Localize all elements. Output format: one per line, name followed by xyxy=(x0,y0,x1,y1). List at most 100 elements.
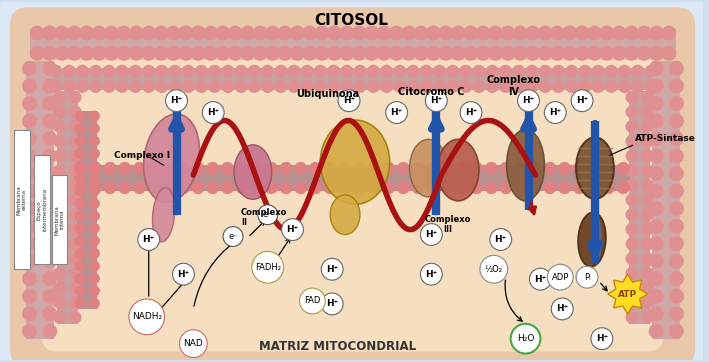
Circle shape xyxy=(195,80,208,93)
Circle shape xyxy=(53,223,66,236)
Circle shape xyxy=(426,162,439,175)
Circle shape xyxy=(644,80,657,93)
Circle shape xyxy=(499,65,512,77)
Circle shape xyxy=(433,65,446,77)
Bar xyxy=(14,130,30,269)
Circle shape xyxy=(216,46,230,61)
Circle shape xyxy=(552,80,565,93)
Circle shape xyxy=(669,289,684,304)
Circle shape xyxy=(277,46,292,61)
Circle shape xyxy=(661,26,676,41)
Circle shape xyxy=(166,90,187,111)
Circle shape xyxy=(562,26,577,41)
Circle shape xyxy=(74,286,86,296)
Circle shape xyxy=(235,162,249,175)
Circle shape xyxy=(441,181,454,194)
Circle shape xyxy=(382,162,395,175)
Circle shape xyxy=(367,80,380,93)
Circle shape xyxy=(235,65,247,77)
Circle shape xyxy=(321,258,343,280)
Circle shape xyxy=(649,96,664,111)
Circle shape xyxy=(228,26,242,41)
Circle shape xyxy=(599,46,614,61)
Circle shape xyxy=(203,46,218,61)
Circle shape xyxy=(513,80,525,93)
Circle shape xyxy=(420,80,432,93)
Circle shape xyxy=(203,26,218,41)
Circle shape xyxy=(240,26,255,41)
Ellipse shape xyxy=(507,130,545,201)
Circle shape xyxy=(473,80,486,93)
Circle shape xyxy=(301,80,313,93)
Circle shape xyxy=(367,181,381,194)
Circle shape xyxy=(476,46,491,61)
Circle shape xyxy=(625,120,638,133)
Circle shape xyxy=(43,289,57,304)
Circle shape xyxy=(133,162,146,175)
Circle shape xyxy=(501,26,515,41)
Circle shape xyxy=(587,26,602,41)
Circle shape xyxy=(301,65,313,77)
Circle shape xyxy=(558,162,571,175)
Circle shape xyxy=(53,296,66,309)
Circle shape xyxy=(228,46,242,61)
Bar xyxy=(74,165,630,191)
Circle shape xyxy=(53,208,66,221)
Circle shape xyxy=(67,46,82,61)
Circle shape xyxy=(74,181,87,194)
Circle shape xyxy=(116,65,128,77)
Circle shape xyxy=(191,181,204,194)
Circle shape xyxy=(669,166,684,181)
Circle shape xyxy=(649,306,664,321)
Circle shape xyxy=(69,105,82,118)
Circle shape xyxy=(525,26,540,41)
Circle shape xyxy=(625,223,638,236)
Circle shape xyxy=(625,282,638,294)
Circle shape xyxy=(53,282,66,294)
Circle shape xyxy=(426,46,441,61)
Circle shape xyxy=(265,46,280,61)
Circle shape xyxy=(473,65,486,77)
Circle shape xyxy=(53,135,66,148)
Circle shape xyxy=(499,80,512,93)
Circle shape xyxy=(43,114,57,129)
Circle shape xyxy=(649,184,664,198)
Text: H⁺: H⁺ xyxy=(326,299,338,308)
Circle shape xyxy=(155,80,168,93)
Circle shape xyxy=(69,223,82,236)
Circle shape xyxy=(248,80,261,93)
Circle shape xyxy=(488,26,503,41)
Circle shape xyxy=(53,179,66,192)
Ellipse shape xyxy=(320,120,390,204)
Text: H⁺: H⁺ xyxy=(343,96,355,105)
Text: Membrana
interna: Membrana interna xyxy=(54,205,65,235)
Circle shape xyxy=(53,252,66,265)
Circle shape xyxy=(22,254,37,269)
Circle shape xyxy=(216,26,230,41)
Text: H⁺: H⁺ xyxy=(549,108,562,117)
Circle shape xyxy=(455,181,469,194)
Circle shape xyxy=(470,162,483,175)
Bar xyxy=(30,29,676,57)
Ellipse shape xyxy=(234,145,272,199)
Circle shape xyxy=(426,181,439,194)
Circle shape xyxy=(315,46,330,61)
Circle shape xyxy=(89,286,100,296)
Circle shape xyxy=(463,46,478,61)
Circle shape xyxy=(529,181,542,194)
Ellipse shape xyxy=(330,195,360,235)
Circle shape xyxy=(76,80,89,93)
Bar xyxy=(26,61,54,339)
Circle shape xyxy=(22,61,37,76)
Circle shape xyxy=(43,324,57,339)
Circle shape xyxy=(166,26,181,41)
Circle shape xyxy=(612,26,627,41)
Text: H⁺: H⁺ xyxy=(576,96,588,105)
Circle shape xyxy=(480,255,508,283)
Circle shape xyxy=(649,79,664,93)
Circle shape xyxy=(413,46,428,61)
Circle shape xyxy=(625,91,638,104)
Circle shape xyxy=(22,201,37,216)
Circle shape xyxy=(579,80,591,93)
Text: CITOSOL: CITOSOL xyxy=(314,13,388,29)
